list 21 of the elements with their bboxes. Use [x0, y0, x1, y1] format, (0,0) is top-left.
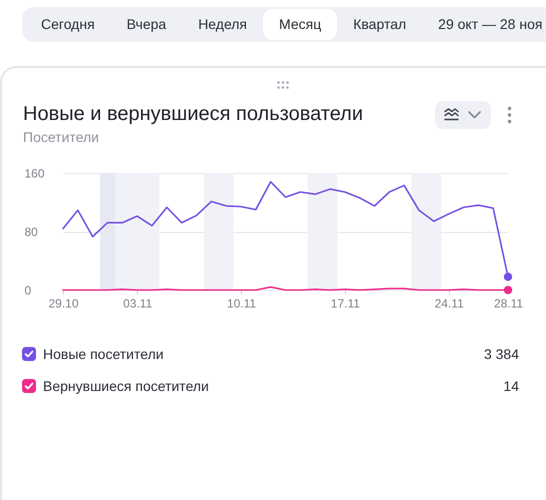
text: 29 окт — 28 ноя: [437, 15, 544, 34]
y-tick-label: 80: [24, 225, 38, 239]
text: Сегодня: [40, 15, 96, 34]
x-tick-label: 10.11: [226, 296, 256, 310]
text: Вчера: [126, 15, 168, 34]
chart-title: Новые и вернувшиеся пользователи: [23, 103, 364, 126]
legend-label: Вернувшиеся посетители: [43, 378, 210, 394]
x-tick-label: 29.10: [48, 296, 79, 310]
text: Квартал: [352, 15, 408, 34]
text: Месяц: [263, 9, 338, 40]
chart-subtitle: Посетители: [23, 129, 99, 145]
x-tick-label: 17.11: [330, 296, 360, 310]
x-tick-label: 24.11: [434, 296, 464, 310]
x-tick-label: 28.11: [494, 296, 524, 310]
legend-label: Новые посетители: [43, 346, 165, 362]
y-tick-label: 160: [24, 166, 45, 180]
y-tick-label: 0: [24, 284, 32, 298]
text: 14: [503, 378, 519, 394]
x-tick-label: 03.11: [123, 296, 153, 310]
text: Неделя: [197, 15, 248, 34]
text: 3 384: [484, 346, 519, 362]
